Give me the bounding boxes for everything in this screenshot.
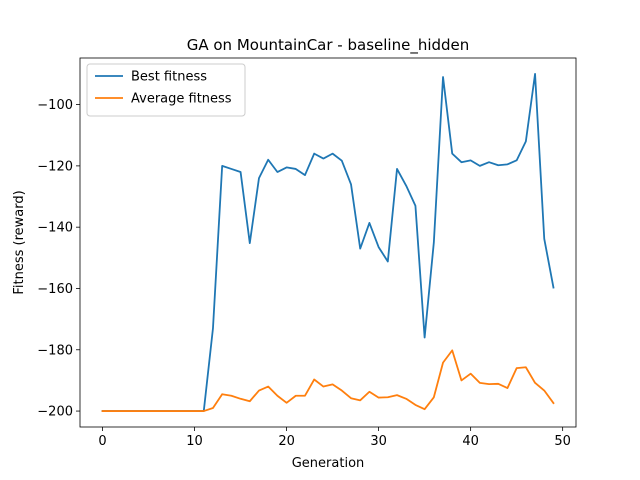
y-axis-ticks: −200 −180 −160 −140 −120 −100 (37, 98, 80, 420)
y-tick-label: −120 (37, 159, 73, 174)
legend-entry-label: Best fitness (131, 70, 207, 85)
legend: Best fitness Average fitness (86, 63, 246, 117)
x-tick-label: 20 (278, 434, 295, 449)
x-axis-label: Generation (292, 456, 365, 471)
plot-lines (101, 73, 555, 412)
axes-frame (79, 57, 577, 428)
x-axis-ticks: 0 10 20 30 40 50 (98, 427, 571, 449)
chart-title: GA on MountainCar - baseline_hidden (187, 36, 470, 55)
legend-entry-label: Average fitness (131, 92, 232, 107)
series-line-average-fitness (101, 349, 555, 412)
x-tick-label: 50 (554, 434, 571, 449)
y-tick-label: −100 (37, 98, 73, 113)
legend-box (86, 63, 246, 117)
y-tick-label: −140 (37, 221, 73, 236)
x-tick-label: 40 (462, 434, 479, 449)
y-tick-label: −160 (37, 282, 73, 297)
y-axis-label: Fitness (reward) (12, 190, 27, 294)
x-tick-label: 0 (98, 434, 106, 449)
x-tick-label: 10 (186, 434, 203, 449)
y-tick-label: −180 (37, 343, 73, 358)
x-tick-label: 30 (370, 434, 387, 449)
y-tick-label: −200 (37, 405, 73, 420)
